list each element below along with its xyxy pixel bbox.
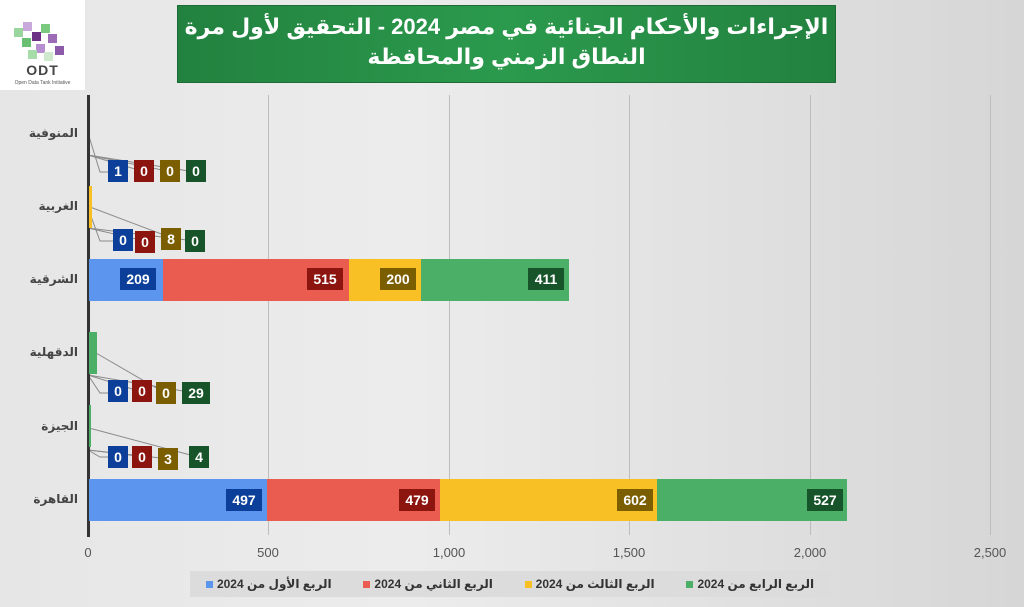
gridline (810, 95, 811, 535)
category-label: القاهرة (33, 492, 78, 506)
legend-label: الربع الرابع من 2024 (697, 577, 815, 591)
data-label-q2: 0 (132, 446, 152, 468)
odt-logo: ODT Open Data Tank Initiative (0, 0, 85, 90)
gridline (629, 95, 630, 535)
x-tick: 1,000 (432, 545, 466, 560)
legend-swatch-icon (686, 580, 694, 588)
legend-item-q3[interactable]: الربع الثالث من 2024 (524, 577, 655, 591)
y-axis-line (87, 95, 90, 537)
data-label-q4: 4 (189, 446, 209, 468)
legend-item-q2[interactable]: الربع الثاني من 2024 (363, 577, 493, 591)
category-label: الغربية (38, 199, 78, 213)
chart-title-line1: الإجراءات والأحكام الجنائية في مصر 2024 … (184, 14, 829, 39)
data-label-q3: 602 (617, 489, 653, 511)
gridline (449, 95, 450, 535)
data-label-q1: 209 (120, 268, 156, 290)
logo-subtitle: Open Data Tank Initiative (14, 80, 71, 86)
data-label-q4: 527 (807, 489, 843, 511)
data-label-q2: 0 (135, 231, 155, 253)
category-label: الشرقية (29, 272, 78, 286)
category-label: المنوفية (28, 126, 78, 140)
data-label-q2: 479 (399, 489, 435, 511)
legend-label: الربع الثاني من 2024 (374, 577, 493, 591)
data-label-q2: 0 (134, 160, 154, 182)
x-tick: 0 (84, 545, 92, 560)
data-label-q3: 3 (158, 448, 178, 470)
data-label-q4: 411 (528, 268, 564, 290)
x-tick: 2,000 (793, 545, 827, 560)
data-label-q3: 200 (380, 268, 416, 290)
data-label-q2: 515 (307, 268, 343, 290)
x-tick: 500 (257, 545, 279, 560)
gridline (990, 95, 991, 535)
data-label-q1: 0 (113, 229, 133, 251)
x-tick: 2,500 (973, 545, 1007, 560)
plot-area (88, 95, 992, 535)
legend-label: الربع الأول من 2024 (216, 577, 332, 591)
category-label: الدقهلية (29, 345, 78, 359)
legend-item-q1[interactable]: الربع الأول من 2024 (205, 577, 332, 591)
legend-label: الربع الثالث من 2024 (535, 577, 655, 591)
logo-text: ODT (26, 62, 59, 78)
data-label-q3: 0 (160, 160, 180, 182)
data-label-q4: 29 (182, 382, 210, 404)
bar-segment-q4[interactable] (89, 332, 97, 374)
chart-title-line2: النطاق الزمني والمحافظة (367, 44, 646, 69)
data-label-q4: 0 (186, 160, 206, 182)
legend-swatch-icon (363, 580, 371, 588)
legend: الربع الرابع من 2024 الربع الثالث من 202… (190, 571, 830, 597)
legend-swatch-icon (205, 580, 213, 588)
data-label-q4: 0 (185, 230, 205, 252)
bar-segment-q3[interactable] (89, 186, 92, 228)
data-label-q3: 8 (161, 228, 181, 250)
gridline (268, 95, 269, 535)
bar-segment-q4[interactable] (89, 405, 91, 447)
category-label: الجيزة (41, 419, 78, 433)
legend-item-q4[interactable]: الربع الرابع من 2024 (686, 577, 814, 591)
data-label-q3: 0 (156, 382, 176, 404)
data-label-q1: 0 (108, 380, 128, 402)
data-label-q1: 1 (108, 160, 128, 182)
data-label-q1: 0 (108, 446, 128, 468)
data-label-q2: 0 (132, 380, 152, 402)
chart-title: الإجراءات والأحكام الجنائية في مصر 2024 … (177, 5, 836, 83)
cubes-logo-icon (14, 22, 64, 61)
data-label-q1: 497 (226, 489, 262, 511)
legend-swatch-icon (524, 580, 532, 588)
x-tick: 1,500 (612, 545, 646, 560)
